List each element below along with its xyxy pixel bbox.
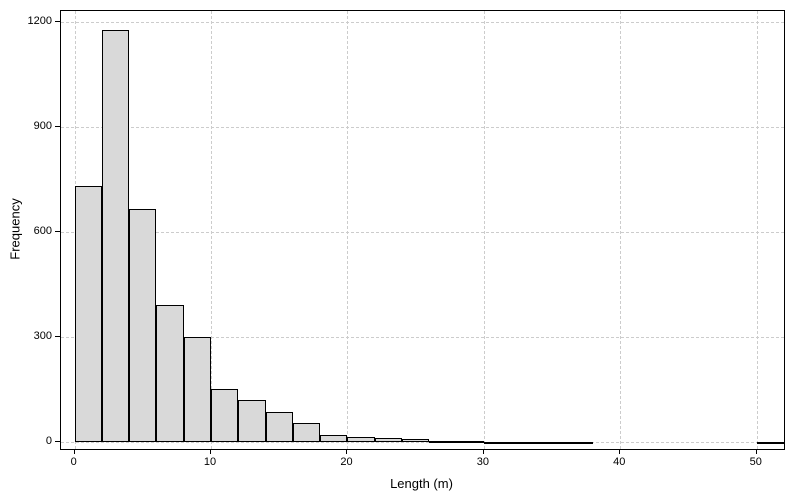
y-tick-mark (55, 231, 60, 232)
gridline-vertical (347, 11, 348, 449)
y-tick-mark (55, 441, 60, 442)
histogram-bar (102, 30, 129, 442)
histogram-bar (129, 209, 156, 442)
histogram-chart: Frequency Length (m) 0 10 20 30 40 50 0 300 600 9… (0, 0, 800, 500)
y-tick-mark (55, 21, 60, 22)
plot-panel (60, 10, 785, 450)
y-tick-label: 1200 (24, 15, 52, 27)
histogram-bar (238, 400, 265, 442)
histogram-bar (402, 439, 429, 442)
gridline-vertical (211, 11, 212, 449)
histogram-bar (511, 442, 538, 444)
histogram-bar (211, 389, 238, 442)
x-tick-label: 0 (71, 456, 77, 468)
histogram-bar (156, 305, 183, 442)
gridline-horizontal (61, 22, 784, 23)
histogram-bar (347, 437, 374, 442)
y-tick-label: 600 (24, 225, 52, 237)
y-tick-mark (55, 336, 60, 337)
gridline-horizontal (61, 442, 784, 443)
x-tick-mark (210, 449, 211, 454)
histogram-bar (266, 412, 293, 442)
y-tick-mark (55, 126, 60, 127)
histogram-bar (538, 442, 565, 444)
y-tick-label: 300 (24, 330, 52, 342)
x-tick-mark (756, 449, 757, 454)
histogram-bar (293, 423, 320, 442)
histogram-bar (320, 435, 347, 442)
x-tick-mark (346, 449, 347, 454)
x-tick-label: 20 (340, 456, 352, 468)
x-tick-label: 40 (613, 456, 625, 468)
x-tick-mark (483, 449, 484, 454)
x-tick-label: 10 (204, 456, 216, 468)
gridline-vertical (484, 11, 485, 449)
histogram-bar (566, 442, 593, 444)
y-tick-label: 900 (24, 120, 52, 132)
histogram-bar (484, 442, 511, 444)
x-tick-mark (619, 449, 620, 454)
histogram-bar (375, 438, 402, 442)
y-tick-label: 0 (24, 435, 52, 447)
histogram-bar (184, 337, 211, 442)
gridline-horizontal (61, 127, 784, 128)
x-tick-mark (74, 449, 75, 454)
histogram-bar (75, 186, 102, 442)
gridline-vertical (757, 11, 758, 449)
histogram-bar (429, 441, 456, 443)
x-tick-label: 50 (750, 456, 762, 468)
gridline-horizontal (61, 232, 784, 233)
y-axis-title: Frequency (8, 198, 23, 259)
histogram-bar (457, 441, 484, 443)
x-axis-title: Length (m) (390, 476, 453, 491)
x-tick-label: 30 (477, 456, 489, 468)
histogram-bar (757, 442, 784, 444)
gridline-vertical (620, 11, 621, 449)
